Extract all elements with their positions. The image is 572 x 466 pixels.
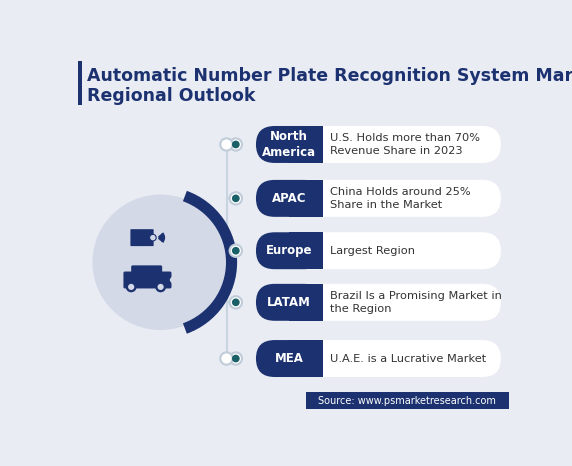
Circle shape	[229, 138, 242, 151]
Circle shape	[229, 352, 242, 365]
Circle shape	[220, 138, 233, 151]
FancyBboxPatch shape	[124, 272, 172, 288]
FancyBboxPatch shape	[289, 284, 323, 321]
FancyBboxPatch shape	[289, 232, 323, 269]
Circle shape	[232, 298, 240, 306]
Text: Source: www.psmarketresearch.com: Source: www.psmarketresearch.com	[318, 396, 496, 406]
Text: Largest Region: Largest Region	[331, 246, 415, 256]
Circle shape	[157, 284, 164, 290]
Circle shape	[232, 194, 240, 202]
FancyBboxPatch shape	[289, 340, 323, 377]
FancyBboxPatch shape	[256, 284, 501, 321]
Circle shape	[232, 247, 240, 254]
FancyBboxPatch shape	[256, 232, 323, 269]
FancyBboxPatch shape	[256, 126, 323, 163]
FancyBboxPatch shape	[256, 284, 323, 321]
Circle shape	[155, 281, 166, 292]
FancyBboxPatch shape	[256, 180, 323, 217]
Circle shape	[229, 192, 242, 205]
Text: Automatic Number Plate Recognition System Market: Automatic Number Plate Recognition Syste…	[87, 67, 572, 85]
FancyBboxPatch shape	[78, 61, 82, 105]
Text: Brazil Is a Promising Market in
the Region: Brazil Is a Promising Market in the Regi…	[331, 291, 502, 314]
Circle shape	[128, 284, 134, 290]
Circle shape	[232, 141, 240, 148]
Circle shape	[220, 352, 233, 365]
FancyBboxPatch shape	[305, 392, 509, 409]
Text: LATAM: LATAM	[267, 296, 311, 309]
Text: MEA: MEA	[275, 352, 304, 365]
Text: China Holds around 25%
Share in the Market: China Holds around 25% Share in the Mark…	[331, 187, 471, 210]
Text: Regional Outlook: Regional Outlook	[87, 87, 255, 105]
Circle shape	[93, 194, 229, 330]
Circle shape	[229, 245, 242, 257]
Text: U.A.E. is a Lucrative Market: U.A.E. is a Lucrative Market	[331, 354, 487, 363]
FancyBboxPatch shape	[256, 340, 323, 377]
Text: APAC: APAC	[272, 192, 307, 205]
Circle shape	[232, 355, 240, 363]
FancyBboxPatch shape	[256, 126, 501, 163]
Circle shape	[229, 296, 242, 308]
FancyBboxPatch shape	[289, 180, 323, 217]
Text: Europe: Europe	[266, 244, 312, 257]
FancyBboxPatch shape	[289, 126, 323, 163]
Circle shape	[149, 234, 157, 241]
Circle shape	[150, 235, 156, 240]
FancyBboxPatch shape	[130, 229, 154, 246]
Text: U.S. Holds more than 70%
Revenue Share in 2023: U.S. Holds more than 70% Revenue Share i…	[331, 133, 480, 156]
FancyBboxPatch shape	[256, 180, 501, 217]
FancyBboxPatch shape	[256, 232, 501, 269]
FancyBboxPatch shape	[256, 340, 501, 377]
Circle shape	[126, 281, 137, 292]
Text: North
America: North America	[262, 130, 316, 159]
FancyBboxPatch shape	[131, 265, 162, 281]
